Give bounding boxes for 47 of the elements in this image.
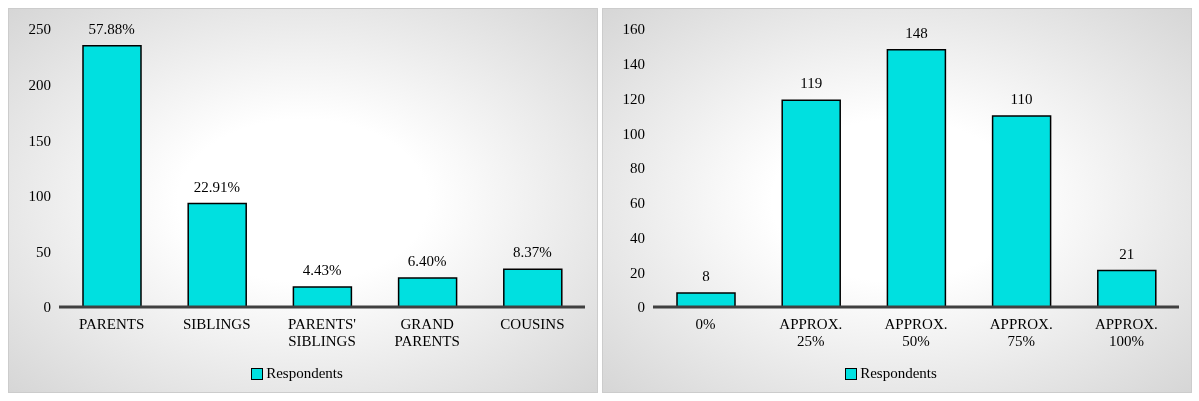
y-tick-label: 120 [622,90,645,107]
legend-label: Respondents [266,365,343,382]
bar [781,99,841,307]
x-tick-label: APPROX. 100% [1094,316,1158,349]
y-tick-label: 40 [630,229,645,246]
x-tick-label: PARENTS' SIBLINGS [287,316,357,349]
x-tick-label: 0% [695,316,716,332]
x-tick-label: APPROX. 25% [779,316,843,349]
bar [991,115,1052,307]
annotation: 22.91% [193,178,240,195]
y-tick-label: 140 [622,56,645,73]
y-tick-label: 200 [28,76,51,93]
y-tick-label: 60 [630,195,645,212]
y-tick-label: 0 [43,299,51,316]
y-tick-label: 50 [36,243,51,260]
bar [292,286,353,307]
x-tick-label: COUSINS [500,316,565,332]
y-tick-label: 150 [28,132,51,149]
bar [187,202,247,307]
annotation: 6.40% [407,253,447,270]
y-tick-label: 100 [622,125,645,142]
data-label: 119 [800,75,823,92]
x-tick-label: SIBLINGS [183,316,251,332]
x-tick-label: PARENTS [78,316,145,332]
data-label: 8 [702,268,710,285]
x-tick-label: GRAND PARENTS [394,316,460,349]
data-label: 110 [1010,90,1033,107]
bar [886,49,947,307]
legend-label: Respondents [860,365,937,382]
y-tick-label: 160 [622,21,645,38]
x-tick-label: APPROX. 75% [989,316,1053,349]
y-tick-label: 80 [630,160,645,177]
bar [397,277,458,307]
bar [676,292,736,307]
data-label: 148 [905,24,928,41]
bar [503,268,563,307]
annotation: 4.43% [302,261,342,278]
y-tick-label: 20 [630,264,645,281]
data-label: 21 [1119,245,1135,262]
y-tick-label: 250 [28,21,51,38]
x-tick-label: APPROX. 50% [884,316,948,349]
y-tick-label: 100 [28,188,51,205]
bar [1097,269,1157,307]
annotation: 8.37% [513,244,552,261]
y-tick-label: 0 [637,299,645,316]
annotation: 57.88% [88,20,135,37]
bar [82,44,142,307]
